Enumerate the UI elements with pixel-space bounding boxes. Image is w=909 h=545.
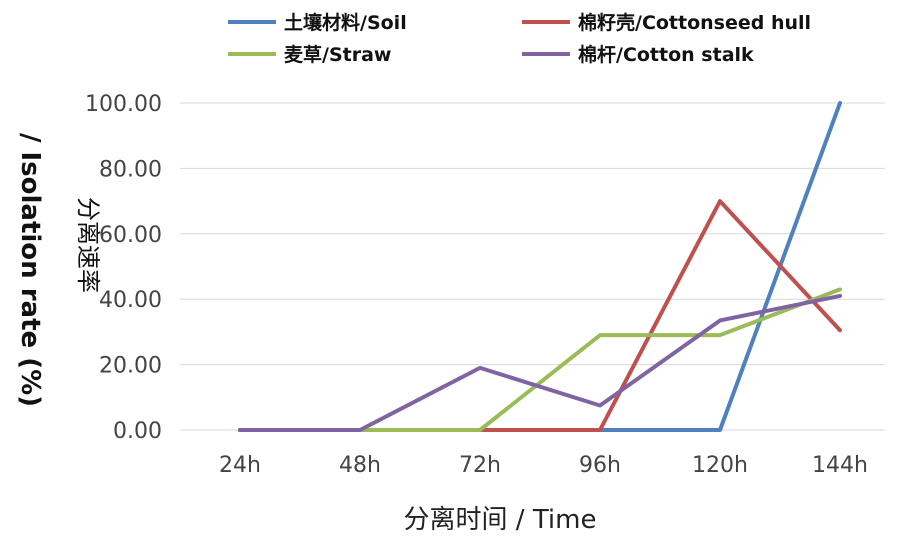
series-line (238, 293, 842, 432)
legend-label: 棉杆/Cotton stalk (578, 43, 754, 66)
y-tick-label: 100.00 (85, 92, 162, 117)
y-tick-label: 20.00 (99, 354, 162, 379)
legend-label: 棉籽壳/Cottonseed hull (578, 11, 811, 34)
y-axis-title-en: / Isolation rate (%) (15, 133, 45, 407)
series-lines (238, 101, 842, 432)
x-tick-label: 72h (459, 453, 501, 478)
y-tick-label: 0.00 (113, 419, 162, 444)
x-tick-label: 120h (692, 453, 748, 478)
y-tick-label: 40.00 (99, 288, 162, 313)
x-tick-label: 24h (219, 453, 261, 478)
gridlines (180, 102, 885, 431)
legend: 土壤材料/Soil 棉籽壳/Cottonseed hull 麦草/Straw 棉杆/C… (228, 11, 811, 66)
x-axis-title: 分离时间 / Time (404, 505, 597, 535)
x-tick-label: 144h (812, 453, 868, 478)
legend-label: 麦草/Straw (284, 43, 391, 66)
y-axis-title-cn-group: 分离速率 (74, 197, 102, 293)
y-axis-title-cn: 分离速率 (74, 197, 102, 293)
x-tick-label: 96h (579, 453, 621, 478)
y-axis-ticks: 0.00 20.00 40.00 60.00 80.00 100.00 (85, 92, 162, 444)
y-tick-label: 60.00 (99, 223, 162, 248)
legend-label: 土壤材料/Soil (284, 11, 407, 34)
y-tick-label: 80.00 (99, 157, 162, 182)
x-tick-label: 48h (339, 453, 381, 478)
series-line (238, 287, 842, 432)
y-axis-title: / Isolation rate (%) (15, 133, 45, 407)
x-axis-ticks: 24h 48h 72h 96h 120h 144h (219, 453, 868, 478)
